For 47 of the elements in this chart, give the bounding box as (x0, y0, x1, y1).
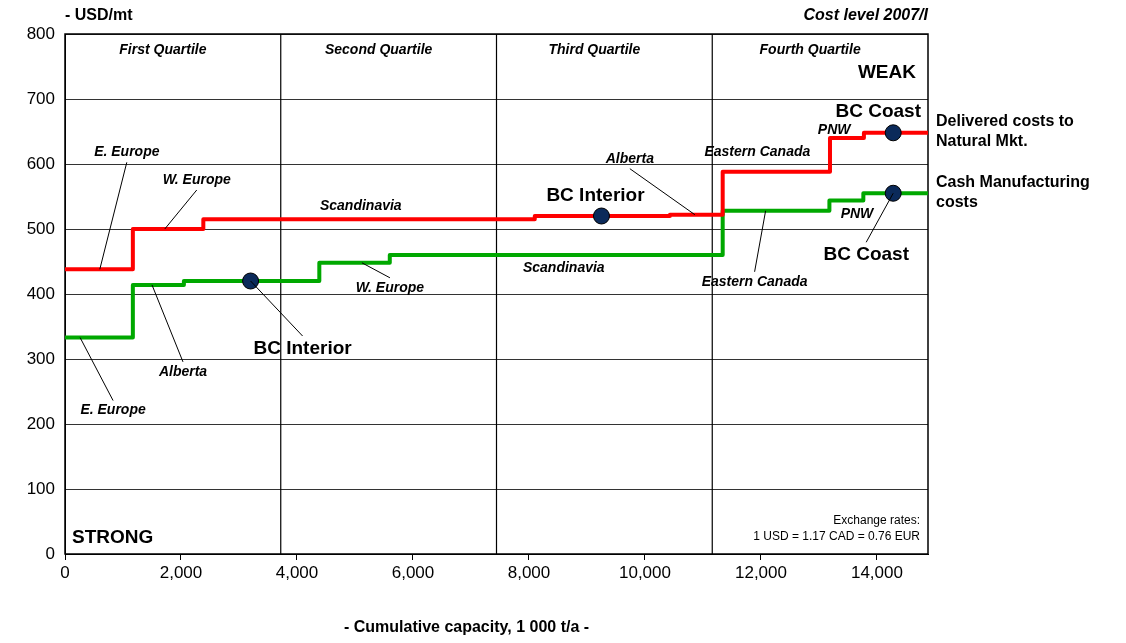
annotation: 1 USD = 1.17 CAD = 0.76 EUR (753, 529, 921, 544)
x-tick-label: 0 (60, 562, 70, 582)
annotation: STRONG (72, 526, 154, 548)
annotation: WEAK (857, 61, 917, 83)
series-label: Cash Manufacturing costs (936, 172, 1090, 210)
chart-title: Cost level 2007/I (803, 6, 929, 24)
x-tick-label: 6,000 (391, 562, 435, 582)
y-tick-label: 500 (26, 218, 55, 238)
annotation: Exchange rates: (833, 513, 920, 528)
annotation: Scandinavia (522, 258, 605, 275)
x-tick-label: 12,000 (734, 562, 787, 582)
annotation: Scandinavia (319, 197, 402, 214)
y-tick-label: 400 (26, 283, 55, 303)
series-label: Delivered costs to Natural Mkt. (936, 112, 1075, 150)
y-tick-label: 200 (26, 413, 55, 433)
x-tick-label: 14,000 (850, 562, 903, 582)
point (592, 207, 610, 225)
annotation: E. Europe (80, 401, 146, 418)
y-tick-label: 0 (45, 543, 55, 563)
annotation: BC Coast (823, 243, 910, 265)
y-tick-label: 800 (26, 23, 55, 43)
x-tick-label: 2,000 (159, 562, 203, 582)
annotation: BC Interior (546, 184, 646, 206)
y-axis-title: - USD/mt (65, 6, 134, 24)
annotation: BC Coast (835, 100, 922, 122)
point (884, 124, 902, 142)
point (242, 272, 260, 290)
y-tick-label: 300 (26, 348, 55, 368)
annotation: W. Europe (162, 170, 232, 187)
y-tick-label: 600 (26, 153, 55, 173)
annotation: First Quartile (119, 40, 207, 57)
annotation: PNW (817, 120, 853, 137)
x-tick-label: 10,000 (618, 562, 671, 582)
annotation: Third Quartile (548, 40, 641, 57)
x-axis-title: - Cumulative capacity, 1 000 t/a - (343, 618, 590, 636)
x-tick-label: 8,000 (507, 562, 551, 582)
annotation: Alberta (157, 362, 208, 379)
y-tick-label: 700 (26, 88, 55, 108)
x-tick-label: 4,000 (275, 562, 319, 582)
annotation: PNW (840, 205, 876, 222)
annotation: W. Europe (355, 278, 425, 295)
point (884, 184, 902, 202)
annotation: Alberta (604, 149, 655, 166)
annotation: Fourth Quartile (759, 40, 861, 57)
annotation: E. Europe (94, 143, 160, 160)
y-tick-label: 100 (26, 478, 55, 498)
annotation: Second Quartile (324, 40, 433, 57)
